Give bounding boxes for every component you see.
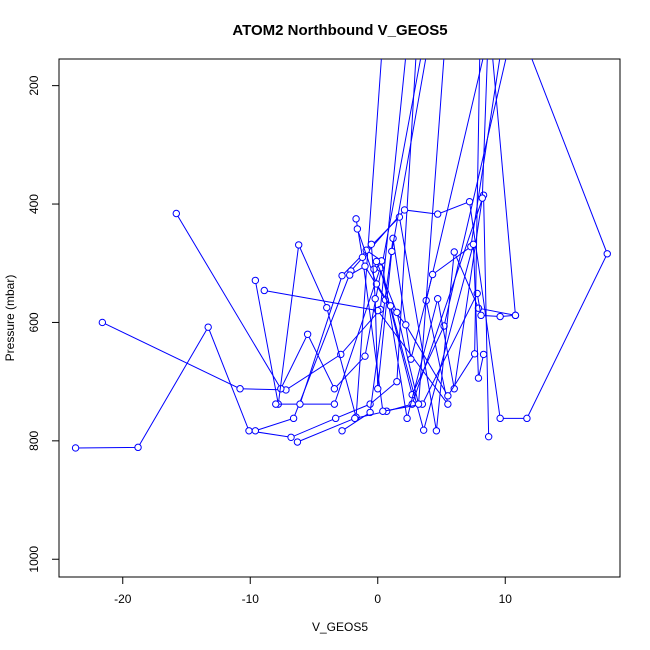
data-point [428,270,437,279]
data-point [260,286,268,295]
data-point [289,414,298,423]
x-tick-label: 0 [374,592,381,606]
data-point [374,385,382,393]
y-axis: 200 400 600 800 1000 [27,75,60,573]
data-point [470,350,479,358]
data-point [287,433,295,441]
series-line [102,59,407,391]
data-point [433,295,442,303]
data-point [295,241,303,249]
data-point [414,400,423,408]
data-point [236,385,244,393]
data-point [403,414,411,423]
x-axis-label: V_GEOS5 [312,620,368,634]
data-point [366,400,374,408]
data-point [293,438,302,446]
data-point [370,265,378,273]
data-point [496,414,504,423]
data-point [361,352,369,360]
data-point [353,225,362,233]
series-line [255,59,608,432]
data-point [450,248,458,256]
data-point [474,374,483,382]
data-point [511,311,520,320]
y-axis-label: Pressure (mbar) [3,275,17,362]
chart-title: ATOM2 Northbound V_GEOS5 [232,22,447,39]
data-point [400,206,409,214]
data-point [433,210,442,218]
data-point [402,321,410,329]
data-point [303,330,312,338]
data-point [419,426,428,434]
data-point [296,400,304,408]
data-point [432,427,441,435]
data-point [358,253,367,262]
data-point [330,385,339,393]
data-point [251,427,260,435]
data-point [338,427,346,435]
data-point [351,414,359,423]
y-tick-label: 800 [27,431,41,451]
series-line [175,59,422,390]
data-point [603,250,611,258]
y-tick-label: 600 [27,312,41,332]
x-tick-label: -10 [242,592,260,606]
data-point [367,240,376,248]
series-line [297,194,490,443]
data-point [393,377,401,386]
data-point [478,194,486,202]
data-point [98,318,107,327]
series-line [254,59,382,418]
data-point [331,414,340,423]
plot-series-group [71,59,611,452]
data-point [371,295,379,303]
data-point [444,392,452,400]
data-point [323,303,331,312]
data-point [496,312,504,321]
data-point [352,215,360,223]
data-point [469,240,478,248]
data-point [338,271,346,280]
data-point [366,408,374,417]
data-point [361,262,369,270]
data-point [393,308,401,317]
x-tick-label: -20 [114,592,132,606]
data-point [388,247,396,256]
x-axis: -20 -10 0 10 [114,576,513,606]
data-point [444,400,452,408]
x-tick-label: 10 [499,592,513,606]
data-point [134,443,142,452]
data-point [484,432,493,441]
data-point [374,306,382,315]
data-point [477,311,485,320]
data-point [272,400,280,408]
data-point [245,427,253,435]
data-point [389,234,397,243]
data-point [346,271,354,279]
data-point [204,323,212,331]
data-point [379,407,387,415]
data-point [251,276,260,285]
data-point [372,280,381,288]
data-point [386,302,395,310]
y-tick-label: 400 [27,194,41,214]
y-tick-label: 1000 [27,546,41,573]
y-tick-label: 200 [27,75,41,95]
data-point [172,209,181,218]
data-point [479,350,488,359]
data-point [330,400,339,408]
data-point [71,444,80,452]
data-point [372,257,381,266]
data-point [523,414,531,423]
